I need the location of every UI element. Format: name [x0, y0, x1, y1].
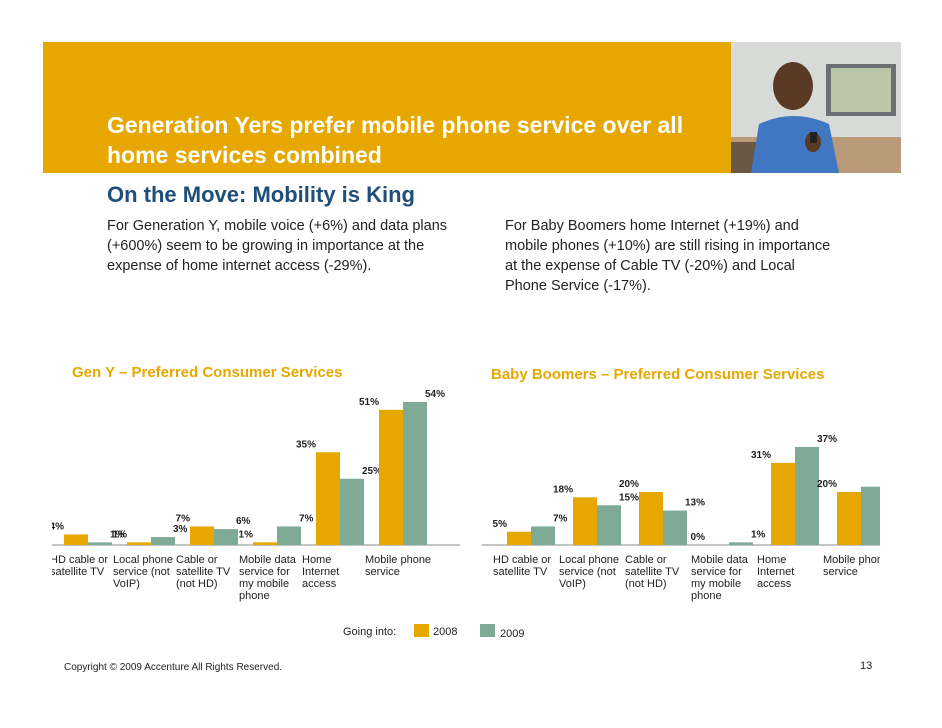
- bar-2008: [771, 462, 795, 545]
- category-label: Mobile data: [239, 554, 297, 566]
- data-label: 15%: [619, 492, 639, 503]
- category-label: phone: [239, 590, 270, 602]
- data-label: 1%: [113, 529, 128, 540]
- data-label: 7%: [553, 513, 568, 524]
- bar-2008: [190, 526, 214, 545]
- data-label: 1%: [239, 529, 254, 540]
- gen-y-summary: For Generation Y, mobile voice (+6%) and…: [107, 218, 448, 274]
- data-label: 0%: [691, 532, 706, 543]
- category-label: (not HD): [176, 578, 218, 590]
- bar-2009: [403, 401, 427, 545]
- category-label: VoIP): [113, 578, 140, 590]
- category-label: HD cable or: [493, 554, 551, 566]
- data-label: 6%: [236, 516, 251, 527]
- section-subtitle: On the Move: Mobility is King: [107, 182, 415, 207]
- category-label: Home: [302, 554, 331, 566]
- bar-2009: [729, 542, 753, 545]
- data-label: 18%: [553, 484, 573, 495]
- man-with-phone-photo: [731, 42, 901, 173]
- category-label: satellite TV: [52, 566, 105, 578]
- category-label: service (not: [113, 566, 170, 578]
- bar-2008: [253, 542, 277, 545]
- data-label: 1%: [110, 529, 125, 540]
- data-label: 3%: [173, 524, 188, 535]
- data-label: 51%: [359, 397, 379, 408]
- data-label: 54%: [425, 389, 445, 400]
- data-label: 7%: [176, 513, 191, 524]
- bar-2009: [88, 542, 112, 545]
- category-label: Internet: [302, 566, 339, 578]
- category-label: (not HD): [625, 578, 667, 590]
- category-label: Home: [757, 554, 786, 566]
- copyright-notice: Copyright © 2009 Accenture All Rights Re…: [64, 662, 283, 673]
- legend-prefix: Going into:: [343, 626, 397, 638]
- data-label: 5%: [493, 519, 508, 530]
- bar-2008: [507, 531, 531, 545]
- category-label: VoIP): [559, 578, 586, 590]
- bar-2009: [214, 529, 238, 545]
- data-label: 13%: [685, 498, 705, 509]
- data-label: 1%: [751, 529, 766, 540]
- category-label: Mobile phone: [365, 554, 431, 566]
- category-label: satellite TV: [493, 566, 548, 578]
- category-label: service (not: [559, 566, 616, 578]
- category-label: Internet: [757, 566, 794, 578]
- bar-2009: [151, 537, 175, 545]
- bar-2009: [277, 526, 301, 545]
- category-label: satellite TV: [176, 566, 231, 578]
- bar-2008: [837, 492, 861, 545]
- legend-label-2008: 2008: [433, 626, 458, 638]
- category-label: Cable or: [176, 554, 218, 566]
- bar-2009: [531, 526, 555, 545]
- boomers-chart-title: Baby Boomers – Preferred Consumer Servic…: [491, 366, 825, 383]
- category-label: service for: [239, 566, 290, 578]
- data-label: 7%: [299, 513, 314, 524]
- bar-2008: [573, 497, 597, 545]
- page-title: Generation Yers prefer mobile phone serv…: [107, 112, 684, 168]
- data-label: 35%: [296, 439, 316, 450]
- category-label: access: [302, 578, 337, 590]
- bar-2009: [340, 478, 364, 545]
- boomers-summary: For Baby Boomers home Internet (+19%) an…: [505, 218, 831, 294]
- category-label: my mobile: [691, 578, 741, 590]
- category-label: Mobile data: [691, 554, 749, 566]
- legend-swatch-2008: [414, 624, 429, 637]
- bar-2008: [379, 409, 403, 545]
- gen-y-chart-title: Gen Y – Preferred Consumer Services: [72, 364, 343, 381]
- category-label: service: [823, 566, 858, 578]
- data-label: 4%: [52, 521, 64, 532]
- bar-2008: [64, 534, 88, 545]
- page-number: 13: [860, 660, 873, 672]
- bar-2008: [639, 492, 663, 545]
- category-label: access: [757, 578, 792, 590]
- data-label: 20%: [619, 479, 639, 490]
- category-label: satellite TV: [625, 566, 680, 578]
- category-label: Mobile phone: [823, 554, 880, 566]
- category-label: HD cable or: [52, 554, 108, 566]
- bar-2009: [795, 446, 819, 545]
- title-banner: [43, 42, 731, 173]
- bar-2009: [663, 510, 687, 545]
- bar-2008: [127, 542, 151, 545]
- category-label: my mobile: [239, 578, 289, 590]
- category-label: Cable or: [625, 554, 667, 566]
- legend-swatch-2009: [480, 624, 495, 637]
- bar-2009: [861, 486, 880, 545]
- data-label: 37%: [817, 434, 837, 445]
- bar-2009: [597, 505, 621, 545]
- category-label: service for: [691, 566, 742, 578]
- category-label: Local phone: [559, 554, 619, 566]
- data-label: 20%: [817, 479, 837, 490]
- category-label: Local phone: [113, 554, 173, 566]
- legend-label-2009: 2009: [500, 628, 525, 640]
- category-label: phone: [691, 590, 722, 602]
- bar-2008: [316, 452, 340, 545]
- data-label: 31%: [751, 450, 771, 461]
- data-label: 25%: [362, 466, 382, 477]
- category-label: service: [365, 566, 400, 578]
